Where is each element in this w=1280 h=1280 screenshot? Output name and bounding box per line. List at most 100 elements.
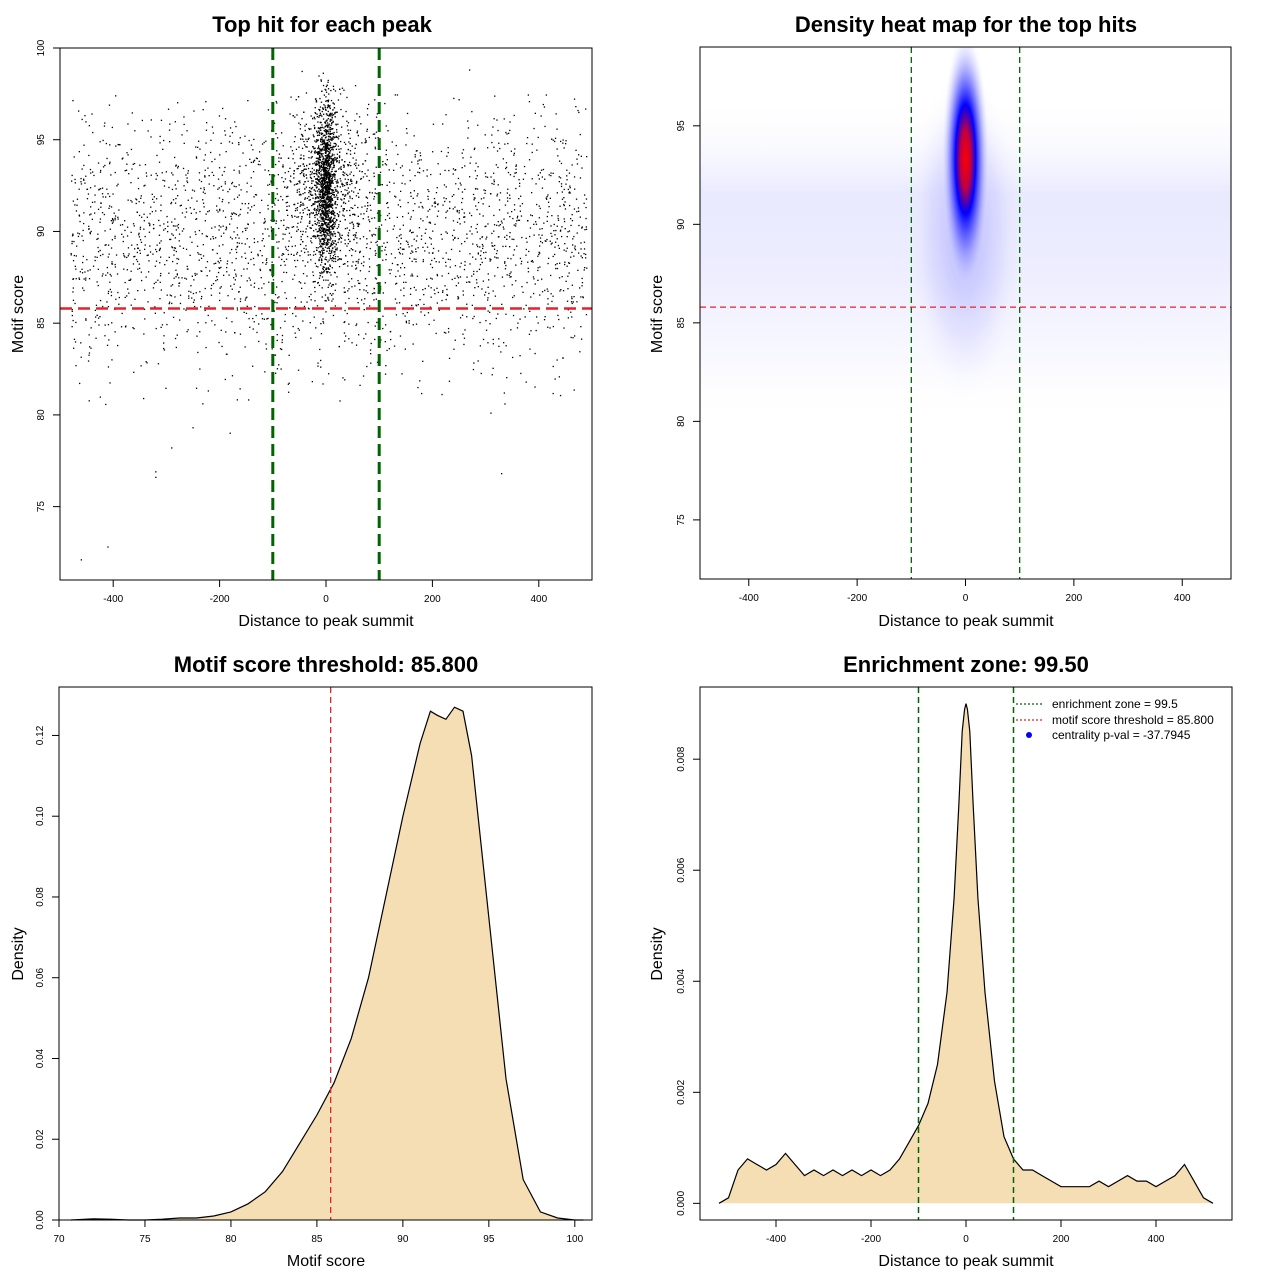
data-point	[317, 235, 319, 237]
data-point	[321, 167, 323, 169]
data-point	[520, 195, 522, 197]
data-point	[335, 219, 338, 221]
data-point	[165, 387, 167, 389]
data-point	[194, 272, 196, 275]
data-point	[355, 195, 358, 197]
data-point	[163, 139, 165, 142]
data-point	[584, 229, 586, 231]
data-point	[85, 279, 87, 281]
data-point	[352, 227, 355, 229]
data-point	[394, 298, 397, 300]
data-point	[322, 203, 324, 206]
data-point	[390, 253, 393, 255]
data-point	[307, 261, 309, 263]
data-point	[332, 212, 335, 215]
data-point	[422, 259, 424, 261]
data-point	[330, 119, 332, 121]
data-point	[553, 230, 555, 232]
data-point	[328, 187, 330, 189]
data-point	[207, 314, 209, 317]
data-point	[205, 213, 207, 215]
x-tick-label: 95	[483, 1234, 495, 1245]
data-point	[316, 213, 318, 215]
data-point	[509, 121, 511, 123]
data-point	[415, 261, 417, 263]
data-point	[321, 153, 323, 155]
data-point	[250, 161, 252, 164]
data-point	[314, 291, 316, 293]
data-point	[388, 181, 391, 183]
data-point	[136, 251, 138, 254]
data-point	[323, 176, 325, 179]
data-point	[454, 277, 456, 279]
data-point	[332, 180, 334, 182]
data-point	[331, 211, 333, 213]
data-point	[325, 131, 327, 133]
data-point	[432, 230, 434, 232]
data-point	[328, 115, 330, 117]
data-point	[156, 244, 158, 246]
data-point	[149, 213, 151, 215]
data-point	[312, 197, 314, 199]
data-point	[496, 224, 498, 226]
data-point	[288, 232, 291, 234]
data-point	[197, 146, 199, 148]
data-point	[316, 134, 319, 137]
data-point	[298, 281, 300, 283]
data-point	[525, 381, 527, 383]
data-point	[398, 302, 401, 304]
data-point	[323, 142, 325, 144]
data-point	[430, 277, 432, 279]
data-point	[325, 129, 327, 131]
data-point	[330, 160, 333, 162]
data-point	[305, 174, 307, 176]
data-point	[322, 158, 324, 161]
data-point	[496, 193, 499, 195]
data-point	[334, 305, 336, 307]
data-point	[183, 308, 185, 310]
data-point	[131, 244, 133, 246]
data-point	[341, 182, 343, 184]
data-point	[347, 187, 349, 189]
data-point	[516, 245, 518, 247]
data-point	[219, 287, 221, 289]
data-point	[352, 234, 355, 236]
data-point	[515, 172, 517, 174]
data-point	[91, 201, 94, 203]
data-point	[207, 167, 209, 169]
data-point	[146, 362, 148, 364]
data-point	[406, 132, 408, 134]
data-point	[348, 191, 350, 193]
data-point	[324, 229, 327, 231]
data-point	[242, 231, 244, 233]
data-point	[327, 88, 330, 90]
data-point	[473, 270, 475, 273]
data-point	[267, 208, 269, 210]
data-point	[347, 232, 350, 234]
data-point	[150, 174, 152, 176]
x-tick-label: 85	[311, 1234, 323, 1245]
data-point	[321, 169, 323, 171]
data-point	[317, 121, 319, 123]
data-point	[346, 312, 348, 315]
data-point	[453, 348, 455, 350]
data-point	[323, 162, 326, 164]
data-point	[198, 253, 200, 255]
data-point	[90, 327, 92, 329]
data-point	[293, 173, 295, 175]
data-point	[76, 204, 78, 206]
data-point	[213, 174, 215, 176]
data-point	[503, 285, 505, 287]
data-point	[315, 265, 318, 267]
data-point	[351, 254, 353, 257]
data-point	[235, 273, 237, 275]
data-point	[429, 222, 432, 224]
data-point	[168, 272, 170, 274]
data-point	[395, 144, 397, 147]
data-point	[324, 182, 326, 185]
data-point	[331, 190, 333, 192]
data-point	[388, 348, 390, 350]
data-point	[216, 205, 218, 207]
data-point	[413, 258, 415, 260]
data-point	[324, 155, 326, 157]
